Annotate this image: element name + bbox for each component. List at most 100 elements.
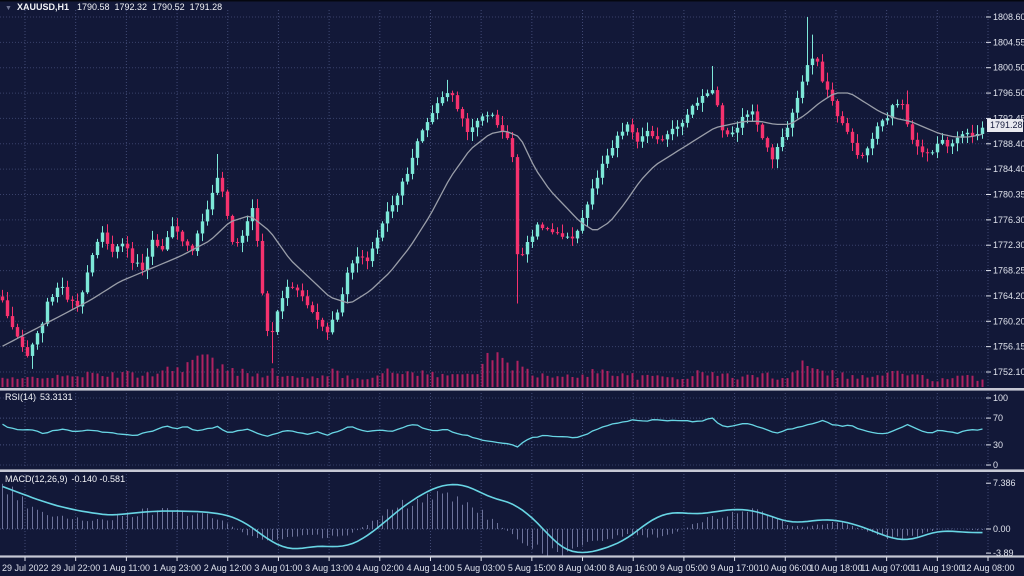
volume-bar bbox=[256, 373, 259, 387]
candle-body bbox=[600, 163, 605, 178]
candle-body bbox=[900, 104, 905, 106]
volume-bar bbox=[171, 371, 174, 387]
candle-body bbox=[250, 208, 255, 222]
candle-body bbox=[370, 248, 375, 262]
candle-body bbox=[310, 305, 315, 312]
volume-bar bbox=[331, 368, 334, 387]
candle-body bbox=[450, 93, 455, 96]
candle-body bbox=[405, 173, 410, 182]
candle-body bbox=[560, 233, 565, 237]
volume-bar bbox=[451, 374, 454, 387]
volume-bar bbox=[441, 373, 444, 387]
volume-bar bbox=[791, 372, 794, 387]
candle-body bbox=[890, 105, 895, 119]
candle-body bbox=[920, 146, 925, 153]
candle-body bbox=[610, 147, 615, 156]
volume-bar bbox=[726, 373, 729, 387]
volume-bar bbox=[276, 375, 279, 387]
candle-body bbox=[760, 124, 765, 139]
time-axis-label: 12 Aug 08:00 bbox=[961, 563, 1014, 573]
price-axis-label: 1764.20 bbox=[993, 291, 1024, 301]
volume-bar bbox=[581, 374, 584, 387]
volume-bar bbox=[646, 374, 649, 387]
time-axis-label: 3 Aug 13:00 bbox=[305, 563, 353, 573]
candle-body bbox=[130, 248, 135, 263]
volume-bar bbox=[431, 371, 434, 387]
volume-bar bbox=[36, 378, 39, 387]
candle-body bbox=[220, 177, 225, 192]
time-axis[interactable] bbox=[0, 557, 1024, 576]
candle-body bbox=[210, 192, 215, 210]
volume-bar bbox=[11, 377, 14, 387]
candle-body bbox=[195, 233, 200, 252]
candle-body bbox=[50, 297, 55, 302]
volume-bar bbox=[96, 373, 99, 387]
candle-body bbox=[365, 257, 370, 262]
candle-body bbox=[70, 299, 75, 301]
collapse-chart-icon[interactable]: ▼ bbox=[5, 5, 12, 12]
time-axis-label: 4 Aug 02:00 bbox=[356, 563, 404, 573]
candle-body bbox=[665, 134, 670, 140]
ma-line bbox=[2, 92, 983, 347]
volume-bar bbox=[921, 375, 924, 387]
candle-body bbox=[510, 138, 515, 158]
candle-body bbox=[650, 130, 655, 137]
candle-body bbox=[795, 97, 800, 113]
volume-bar bbox=[121, 372, 124, 387]
candle-body bbox=[790, 112, 795, 128]
volume-bar bbox=[866, 377, 869, 387]
time-axis-labels: 29 Jul 2022 29 Jul 22:00 1 Aug 11:00 1 Aug … bbox=[2, 557, 1015, 573]
price-axis-label: 1788.40 bbox=[993, 139, 1024, 149]
volume-bar bbox=[516, 360, 519, 387]
volume-bar bbox=[786, 378, 789, 387]
volume-bar bbox=[861, 375, 864, 387]
panel-separator bbox=[0, 555, 1024, 558]
candle-body bbox=[495, 114, 500, 126]
candle-body bbox=[465, 118, 470, 133]
volume-bar bbox=[881, 375, 884, 387]
candle-body bbox=[320, 319, 325, 327]
price-axis-label: 1756.15 bbox=[993, 342, 1024, 352]
candle-body bbox=[265, 293, 270, 331]
candle-body bbox=[820, 61, 825, 82]
volume-bar bbox=[636, 379, 639, 387]
volume-bar bbox=[396, 373, 399, 387]
candle-body bbox=[350, 263, 355, 273]
volume-bar bbox=[151, 376, 154, 387]
candle-body bbox=[295, 287, 300, 291]
candle-body bbox=[525, 242, 530, 255]
volume-bar bbox=[211, 357, 214, 387]
candle-body bbox=[640, 136, 645, 142]
volume-bar bbox=[876, 375, 879, 387]
volume-bar bbox=[136, 377, 139, 387]
symbol-timeframe-label: XAUUSD,H1 bbox=[16, 2, 69, 12]
volume-bar bbox=[901, 373, 904, 387]
volume-bar bbox=[591, 369, 594, 387]
volume-bar bbox=[936, 381, 939, 387]
volume-bar bbox=[291, 376, 294, 387]
price-axis[interactable] bbox=[986, 0, 1024, 556]
volume-bar bbox=[266, 375, 269, 387]
candle-body bbox=[635, 132, 640, 142]
candle-body bbox=[905, 104, 910, 125]
macd-indicator-label: MACD(12,26,9) -0.140 -0.581 bbox=[5, 474, 129, 484]
candle-body bbox=[710, 90, 715, 94]
price-axis-label: 1800.50 bbox=[993, 63, 1024, 73]
volume-bar bbox=[271, 368, 274, 387]
macd-name: MACD(12,26,9) bbox=[5, 474, 68, 484]
candle-body bbox=[305, 296, 310, 306]
candle-body bbox=[275, 311, 280, 333]
candle-body bbox=[245, 221, 250, 236]
volume-bar bbox=[551, 377, 554, 387]
volume-bar bbox=[341, 378, 344, 387]
candle-body bbox=[160, 245, 165, 250]
candle-body bbox=[440, 97, 445, 104]
volume-bar bbox=[756, 377, 759, 387]
volume-bar bbox=[626, 375, 629, 387]
volume-bar bbox=[676, 379, 679, 387]
volume-bar bbox=[326, 376, 329, 387]
candle-body bbox=[185, 241, 190, 246]
volume-bar bbox=[606, 370, 609, 387]
volume-bar bbox=[391, 372, 394, 387]
